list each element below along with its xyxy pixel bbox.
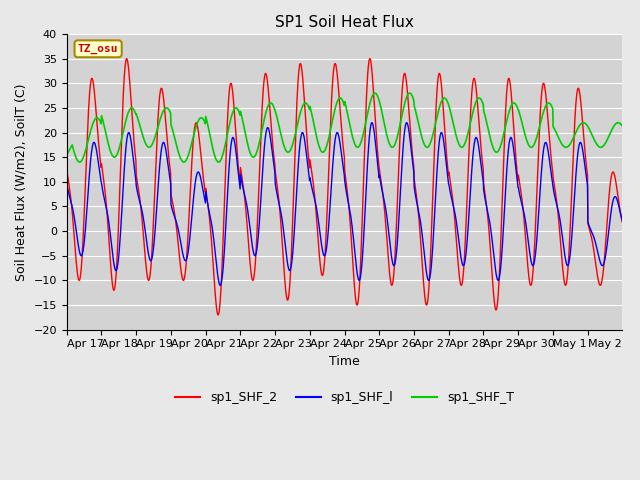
Title: SP1 Soil Heat Flux: SP1 Soil Heat Flux [275,15,414,30]
sp1_SHF_T [371,90,379,96]
Line: sp1_SHF_2: sp1_SHF_2 [67,59,622,315]
X-axis label: Time: Time [329,355,360,368]
sp1_SHF_l [150,244,157,250]
sp1_SHF_T [476,96,484,101]
sp1_SHF_2 [476,134,484,140]
sp1_SHF_T [320,149,328,155]
Text: TZ_osu: TZ_osu [78,44,118,54]
sp1_SHF_T [618,123,626,129]
sp1_SHF_l [216,282,224,288]
sp1_SHF_l [557,227,565,233]
sp1_SHF_2 [320,264,328,270]
sp1_SHF_T [76,159,84,165]
sp1_SHF_l [403,120,410,126]
sp1_SHF_l [476,154,484,159]
Line: sp1_SHF_T: sp1_SHF_T [67,93,622,162]
sp1_SHF_2 [123,56,131,61]
sp1_SHF_2 [331,61,339,67]
Legend: sp1_SHF_2, sp1_SHF_l, sp1_SHF_T: sp1_SHF_2, sp1_SHF_l, sp1_SHF_T [170,386,519,409]
Y-axis label: Soil Heat Flux (W/m2), SoilT (C): Soil Heat Flux (W/m2), SoilT (C) [15,83,28,281]
sp1_SHF_2 [557,251,565,257]
sp1_SHF_T [612,121,620,127]
sp1_SHF_2 [612,178,620,184]
sp1_SHF_l [330,144,338,150]
sp1_SHF_l [320,252,328,258]
sp1_SHF_T [63,152,70,157]
sp1_SHF_T [557,141,565,146]
sp1_SHF_2 [63,167,70,173]
sp1_SHF_l [612,194,620,200]
sp1_SHF_T [330,109,338,115]
sp1_SHF_2 [150,206,158,212]
sp1_SHF_l [63,181,70,187]
Line: sp1_SHF_l: sp1_SHF_l [67,123,622,285]
sp1_SHF_l [618,218,626,224]
sp1_SHF_T [150,137,158,143]
sp1_SHF_2 [618,219,626,225]
sp1_SHF_2 [214,312,222,318]
